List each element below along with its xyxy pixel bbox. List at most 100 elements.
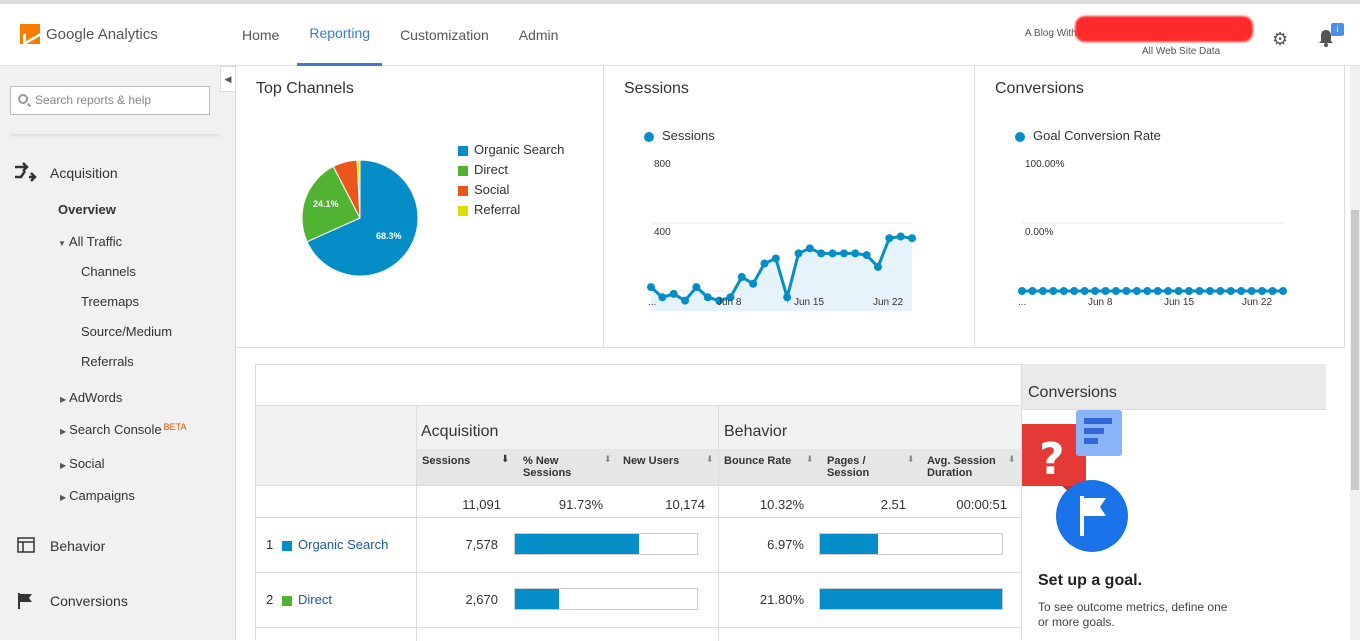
total-avg-duration: 00:00:51	[956, 497, 1007, 512]
col-new-users[interactable]: New Users	[623, 455, 680, 467]
conversions-y-top: 100.00%	[1025, 159, 1065, 170]
flag-icon	[18, 593, 32, 609]
all-traffic-label: All Traffic	[68, 234, 123, 249]
goal-illustration-icon: ?	[1022, 410, 1128, 552]
sessions-point	[896, 232, 905, 241]
conversion-rate-chart[interactable]	[1015, 151, 1335, 311]
sidebar-item-all-traffic[interactable]: ▼ All Traffic	[58, 234, 122, 249]
top-channels-card: Top Channels 24.1% 68.3% Organic Search …	[236, 66, 604, 348]
sort-icon[interactable]: ⬇	[604, 454, 612, 464]
sessions-point	[692, 283, 701, 292]
gear-icon[interactable]: ⚙	[1272, 29, 1289, 49]
sessions-point	[703, 293, 712, 302]
row-divider	[256, 572, 1022, 573]
legend-referral[interactable]: Referral	[458, 200, 564, 220]
col-bounce-rate[interactable]: Bounce Rate	[724, 455, 792, 467]
notification-badge[interactable]: i	[1331, 23, 1344, 36]
col-pages-session[interactable]: Pages / Session	[827, 455, 870, 479]
col-divider	[416, 405, 417, 641]
sidebar-item-social[interactable]: ▶ Social	[60, 456, 105, 471]
legend-label: Social	[474, 182, 510, 197]
legend-direct[interactable]: Direct	[458, 160, 564, 180]
sidebar-item-overview[interactable]: Overview	[58, 202, 116, 217]
goal-title: Set up a goal.	[1038, 572, 1143, 589]
conversions-card: Conversions Goal Conversion Rate 100.00%…	[975, 66, 1345, 348]
legend-organic-search[interactable]: Organic Search	[458, 140, 564, 160]
goal-text: To see outcome metrics, define one or mo…	[1038, 600, 1228, 629]
sessions-point	[908, 234, 916, 243]
sidebar-item-referrals[interactable]: Referrals	[81, 354, 134, 369]
x-tick: Jun 22	[873, 297, 904, 308]
pie-slice-referral	[356, 159, 361, 219]
search-input[interactable]: Search reports & help	[10, 86, 210, 115]
conversion-point	[1247, 287, 1256, 295]
channel-link-organic-search[interactable]: Organic Search	[298, 537, 389, 552]
conversion-point	[1038, 287, 1047, 295]
collapsed-triangle-icon: ▶	[60, 493, 67, 502]
legend-social[interactable]: Social	[458, 180, 564, 200]
nav-customization[interactable]: Customization	[400, 27, 489, 43]
pie-chart[interactable]	[298, 156, 422, 280]
sidebar-item-campaigns[interactable]: ▶ Campaigns	[60, 488, 135, 503]
sessions-share-fill	[515, 534, 640, 554]
col-sessions[interactable]: Sessions	[422, 455, 471, 467]
col-new-sessions[interactable]: % New Sessions	[523, 455, 572, 479]
account-view[interactable]: All Web Site Data	[1142, 46, 1221, 57]
search-placeholder: Search reports & help	[35, 93, 152, 107]
sidebar-item-search-console[interactable]: ▶ Search Console BETA	[60, 422, 187, 437]
total-new-sessions: 91.73%	[558, 497, 603, 512]
sidebar-item-channels[interactable]: Channels	[81, 264, 136, 279]
sort-desc-icon[interactable]: ⬇	[501, 454, 510, 465]
conversion-point	[1195, 287, 1204, 295]
sort-icon[interactable]: ⬇	[1008, 454, 1016, 464]
sidebar-item-treemaps[interactable]: Treemaps	[81, 294, 140, 309]
channel-link-direct[interactable]: Direct	[298, 592, 332, 607]
sort-icon[interactable]: ⬇	[706, 454, 714, 464]
nav-admin[interactable]: Admin	[518, 27, 559, 43]
sidebar-item-conversions[interactable]: Conversions	[50, 593, 128, 609]
conversion-point	[1205, 287, 1214, 295]
conversion-point	[1122, 287, 1131, 295]
sidebar-item-source-medium[interactable]: Source/Medium	[81, 324, 173, 339]
total-bounce-rate: 10.32%	[759, 497, 804, 512]
conversion-point	[1258, 287, 1267, 295]
conversion-point	[1132, 287, 1141, 295]
conversion-point	[1049, 287, 1058, 295]
scrollbar-thumb[interactable]	[1351, 210, 1359, 490]
campaigns-label: Campaigns	[69, 488, 135, 503]
sessions-point	[771, 254, 780, 263]
sessions-point	[839, 249, 848, 258]
conversion-point	[1111, 287, 1120, 295]
channel-swatch	[282, 541, 292, 551]
pie-slice-organic-search	[306, 159, 419, 277]
account-name[interactable]: A Blog With	[1025, 28, 1077, 39]
row-bounce-rate: 6.97%	[767, 537, 804, 552]
nav-home[interactable]: Home	[242, 27, 280, 43]
col-avg-duration[interactable]: Avg. Session Duration	[927, 455, 996, 479]
sessions-point	[681, 296, 690, 305]
col-divider	[718, 405, 719, 641]
group-acquisition: Acquisition	[421, 423, 499, 440]
svg-text:?: ?	[1039, 434, 1065, 485]
sort-icon[interactable]: ⬇	[907, 454, 915, 464]
sidebar-item-adwords[interactable]: ▶ AdWords	[60, 390, 122, 405]
social-label: Social	[69, 456, 105, 471]
beta-badge: BETA	[163, 422, 187, 432]
sidebar-item-acquisition[interactable]: Acquisition	[50, 165, 118, 181]
app-logo[interactable]: Google Analytics	[20, 24, 158, 44]
conversions-legend: Goal Conversion Rate	[1015, 128, 1161, 143]
bell-icon[interactable]	[1316, 28, 1336, 48]
collapse-sidebar-button[interactable]: ◀	[220, 66, 236, 92]
sessions-line-chart[interactable]	[644, 151, 964, 311]
sessions-legend-label: Sessions	[662, 128, 715, 143]
sessions-point	[647, 283, 655, 292]
conversion-point	[1070, 287, 1079, 295]
conversion-point	[1091, 287, 1100, 295]
nav-reporting[interactable]: Reporting	[297, 4, 383, 66]
app-title: Google Analytics	[46, 25, 158, 43]
sort-icon[interactable]: ⬇	[806, 454, 814, 464]
pie-legend: Organic Search Direct Social Referral	[458, 140, 564, 220]
channels-table: Acquisition Behavior Sessions ⬇ % New Se…	[255, 364, 1325, 641]
sessions-point	[794, 249, 803, 258]
sidebar-item-behavior[interactable]: Behavior	[50, 538, 106, 554]
